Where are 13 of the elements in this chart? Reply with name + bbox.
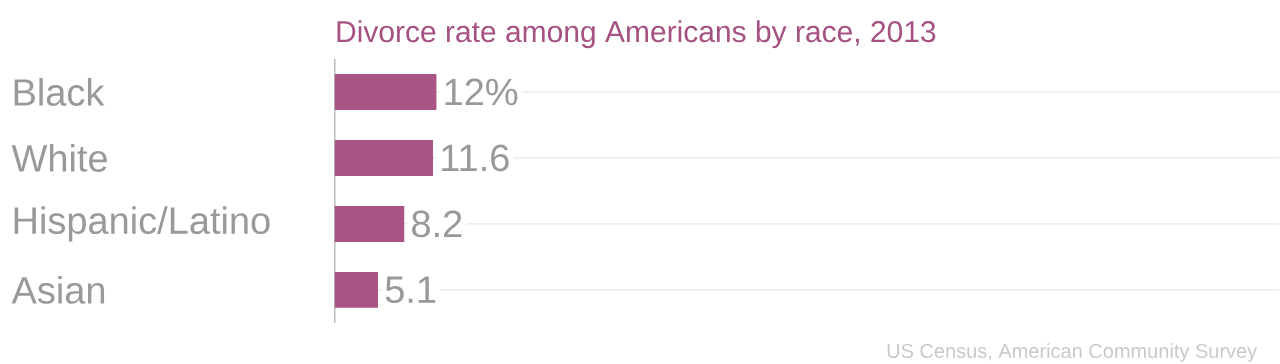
data-label: 12% <box>445 78 518 106</box>
bar <box>334 205 405 242</box>
text: Divorce rate among Americans by race, 2013 <box>337 20 936 49</box>
bar <box>334 271 379 308</box>
y-tick-label: Black <box>14 78 105 106</box>
y-tick-label: Hispanic/Latino <box>14 206 270 242</box>
bar <box>334 74 437 111</box>
data-label: 8.2 <box>412 210 462 238</box>
data-label: 11.6 <box>442 144 509 172</box>
y-tick-label: Asian <box>11 275 105 304</box>
data-label: 5.1 <box>385 276 436 304</box>
y-tick-label: White <box>11 144 107 172</box>
bar <box>334 140 434 176</box>
